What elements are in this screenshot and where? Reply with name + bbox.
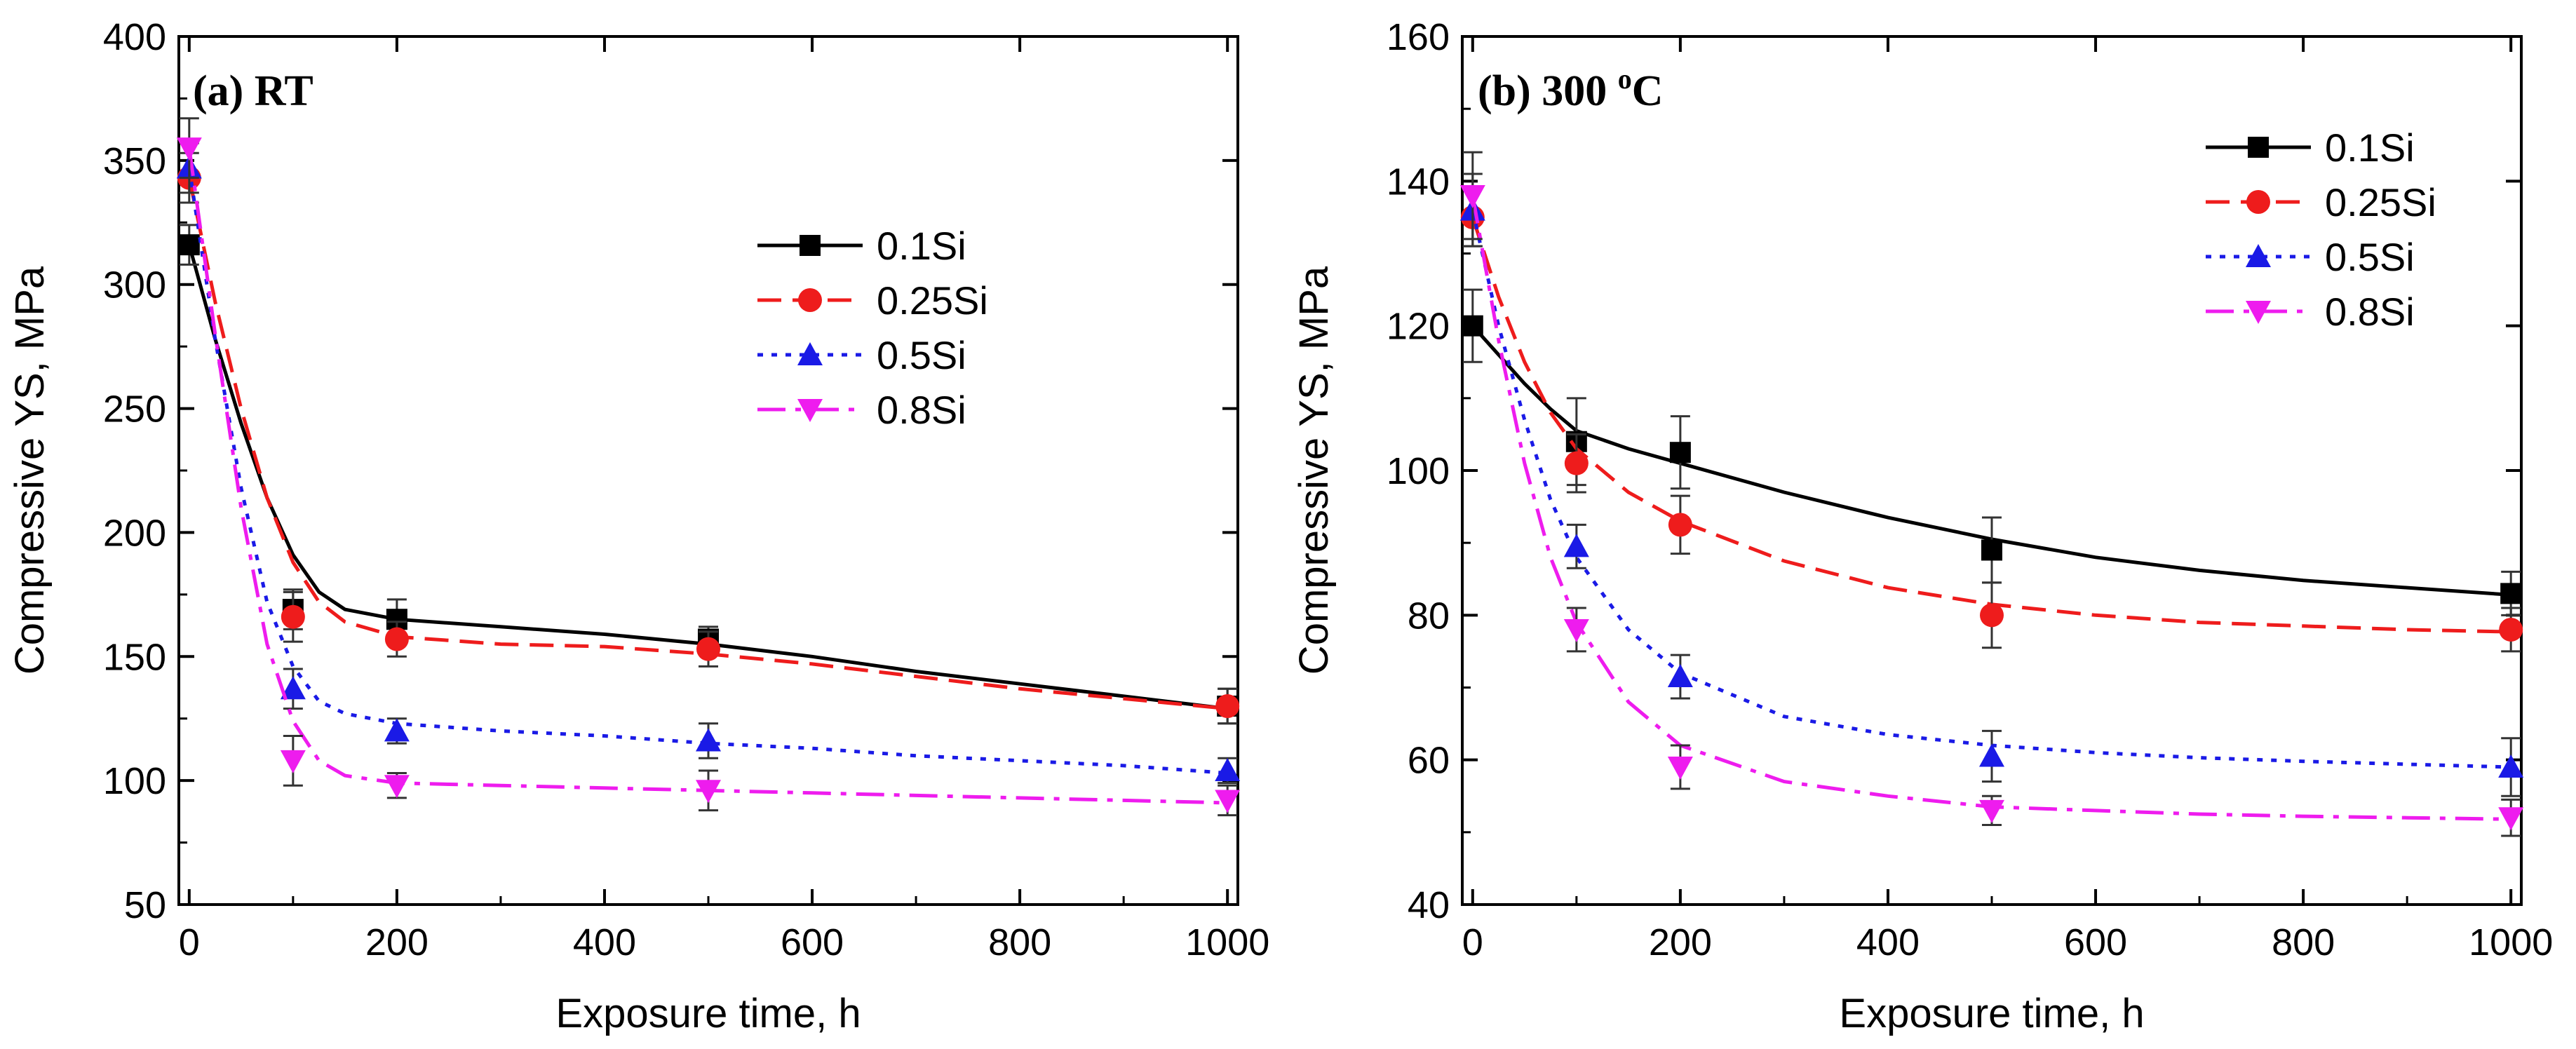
x-tick-label: 200 — [1649, 921, 1712, 963]
x-axis-label: Exposure time, h — [555, 991, 861, 1036]
data-point — [696, 637, 720, 661]
series-0.8Si — [1459, 151, 2524, 837]
x-axis-label: Exposure time, h — [1839, 991, 2144, 1036]
data-point — [1215, 757, 1241, 781]
legend-label: 0.1Si — [877, 224, 966, 268]
legend-marker — [800, 235, 821, 256]
legend-marker — [2246, 244, 2271, 267]
y-tick-label: 140 — [1387, 161, 1450, 203]
data-point — [281, 604, 305, 629]
y-tick-label: 40 — [1408, 884, 1450, 926]
data-point — [384, 627, 409, 651]
fit-line — [187, 168, 1228, 775]
data-point — [1979, 799, 2004, 823]
legend-label: 0.5Si — [877, 333, 966, 377]
y-tick-label: 120 — [1387, 306, 1450, 348]
x-tick-label: 1000 — [1185, 921, 1269, 963]
data-point — [1667, 756, 1693, 780]
data-point — [1669, 442, 1691, 463]
x-tick-label: 600 — [2064, 921, 2127, 963]
data-point — [2498, 807, 2524, 831]
fit-line — [187, 177, 1228, 711]
data-point — [2499, 617, 2523, 642]
data-point — [280, 750, 306, 773]
y-tick-label: 100 — [1387, 450, 1450, 492]
legend-label: 0.8Si — [877, 388, 966, 432]
series-0.8Si — [176, 117, 1241, 817]
data-point — [384, 718, 410, 742]
data-point — [1668, 513, 1692, 537]
data-point — [384, 775, 410, 799]
fit-line — [1471, 325, 2511, 597]
legend-marker — [2248, 137, 2269, 158]
data-point — [1979, 743, 2004, 767]
data-point — [1563, 618, 1589, 642]
x-tick-label: 200 — [365, 921, 429, 963]
y-tick-label: 160 — [1387, 16, 1450, 58]
fit-line — [1471, 217, 2511, 634]
panel-label: (b) 300 oC — [1478, 63, 1664, 115]
legend-marker — [2246, 190, 2270, 214]
legend-marker — [798, 288, 822, 312]
legend-marker — [797, 342, 823, 365]
data-point — [1563, 534, 1589, 557]
legend-label: 0.1Si — [2325, 126, 2415, 170]
y-tick-label: 300 — [103, 264, 166, 306]
y-tick-label: 50 — [124, 884, 166, 926]
legend-label: 0.25Si — [2325, 180, 2436, 224]
x-tick-label: 0 — [1462, 921, 1483, 963]
data-point — [1459, 184, 1485, 208]
data-point — [1667, 664, 1693, 688]
chart-panel-300c: 0 200 400 600 800 1000 40 60 80 100 120 140 160 Expos… — [1291, 16, 2553, 1036]
y-tick-label: 100 — [103, 760, 166, 802]
fit-line — [1471, 195, 2511, 821]
data-point — [176, 137, 202, 161]
data-point — [280, 676, 306, 700]
legend-label: 0.5Si — [2325, 235, 2415, 279]
data-point — [1564, 451, 1589, 475]
x-tick-label: 1000 — [2469, 921, 2553, 963]
data-point — [696, 780, 721, 804]
legend-marker — [797, 399, 823, 422]
y-tick-label: 80 — [1408, 595, 1450, 637]
y-axis-label: Compressive YS, MPa — [1291, 266, 1337, 675]
x-tick-label: 800 — [2272, 921, 2335, 963]
chart-panel-rt: 0 200 400 600 800 1000 50 100 150 200 250 300 350 400… — [7, 16, 1269, 1036]
panel-label-superscript: o — [1618, 63, 1632, 95]
legend-marker — [2246, 301, 2271, 324]
series-0.25Si — [177, 151, 1240, 725]
y-tick-label: 400 — [103, 16, 166, 58]
data-point — [1462, 315, 1483, 337]
fit-line — [187, 147, 1228, 805]
data-point — [178, 234, 200, 256]
legend-label: 0.8Si — [2325, 290, 2415, 334]
fit-line — [187, 244, 1228, 711]
legend-label: 0.25Si — [877, 278, 988, 323]
data-point — [1215, 790, 1241, 813]
series-0.5Si — [176, 142, 1241, 785]
data-point — [1981, 539, 2002, 561]
y-tick-label: 150 — [103, 636, 166, 678]
x-tick-label: 600 — [781, 921, 844, 963]
panel-label-unit: C — [1632, 67, 1664, 115]
data-point — [2498, 754, 2524, 778]
x-tick-label: 0 — [179, 921, 200, 963]
data-point — [1980, 603, 2004, 628]
x-tick-label: 400 — [573, 921, 636, 963]
data-point — [696, 728, 721, 752]
x-tick-label: 800 — [988, 921, 1051, 963]
x-tick-label: 400 — [1856, 921, 1920, 963]
data-point — [1215, 694, 1240, 719]
panel-label: (a) RT — [193, 67, 313, 115]
y-tick-label: 250 — [103, 388, 166, 431]
y-tick-label: 350 — [103, 140, 166, 182]
series-0.1Si — [1462, 288, 2522, 616]
data-point — [2500, 583, 2522, 604]
y-tick-label: 200 — [103, 512, 166, 554]
y-axis-label: Compressive YS, MPa — [7, 266, 53, 675]
y-tick-label: 60 — [1408, 740, 1450, 782]
fit-line — [1471, 210, 2511, 769]
